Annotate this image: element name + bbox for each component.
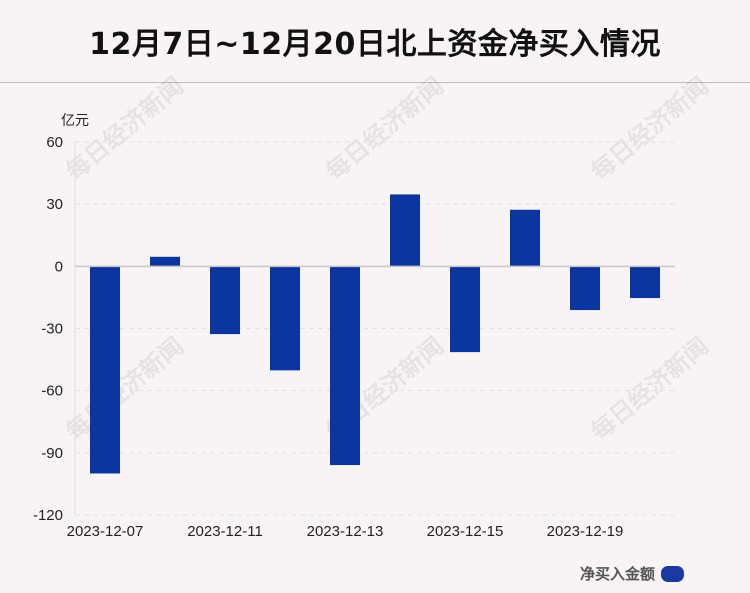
bar — [150, 256, 180, 267]
y-tick-label: -120 — [33, 507, 63, 524]
bar — [570, 266, 600, 311]
bar — [390, 194, 420, 267]
watermark-text: 每日经济新闻 — [585, 331, 714, 446]
bar — [450, 266, 480, 353]
watermark-text: 每日经济新闻 — [60, 331, 189, 446]
x-tick-label: 2023-12-19 — [547, 523, 624, 540]
y-axis-label: 亿元 — [61, 113, 89, 129]
y-tick-label: -60 — [41, 383, 63, 400]
bar — [330, 266, 360, 466]
y-tick-label: 30 — [46, 196, 63, 213]
legend-label: 净买入金额 — [579, 565, 655, 583]
bar — [210, 266, 240, 335]
x-tick-label: 2023-12-11 — [187, 523, 263, 540]
chart-header: 12月7日~12月20日北上资金净买入情况 — [0, 0, 750, 83]
y-tick-label: -30 — [41, 321, 63, 338]
bar — [630, 266, 660, 299]
watermark-text: 每日经济新闻 — [320, 71, 449, 186]
watermark-text: 每日经济新闻 — [585, 71, 714, 186]
chart-title: 12月7日~12月20日北上资金净买入情况 — [89, 27, 661, 62]
bar — [270, 266, 300, 371]
legend-swatch — [661, 565, 684, 582]
x-tick-label: 2023-12-15 — [427, 523, 504, 540]
bar — [510, 209, 540, 267]
y-tick-label: 60 — [46, 134, 63, 151]
legend: 净买入金额 — [580, 563, 684, 584]
y-tick-label: 0 — [55, 258, 63, 275]
x-tick-label: 2023-12-13 — [307, 523, 384, 540]
x-tick-label: 2023-12-07 — [67, 523, 144, 540]
bar — [90, 266, 120, 474]
y-tick-label: -90 — [41, 445, 63, 462]
